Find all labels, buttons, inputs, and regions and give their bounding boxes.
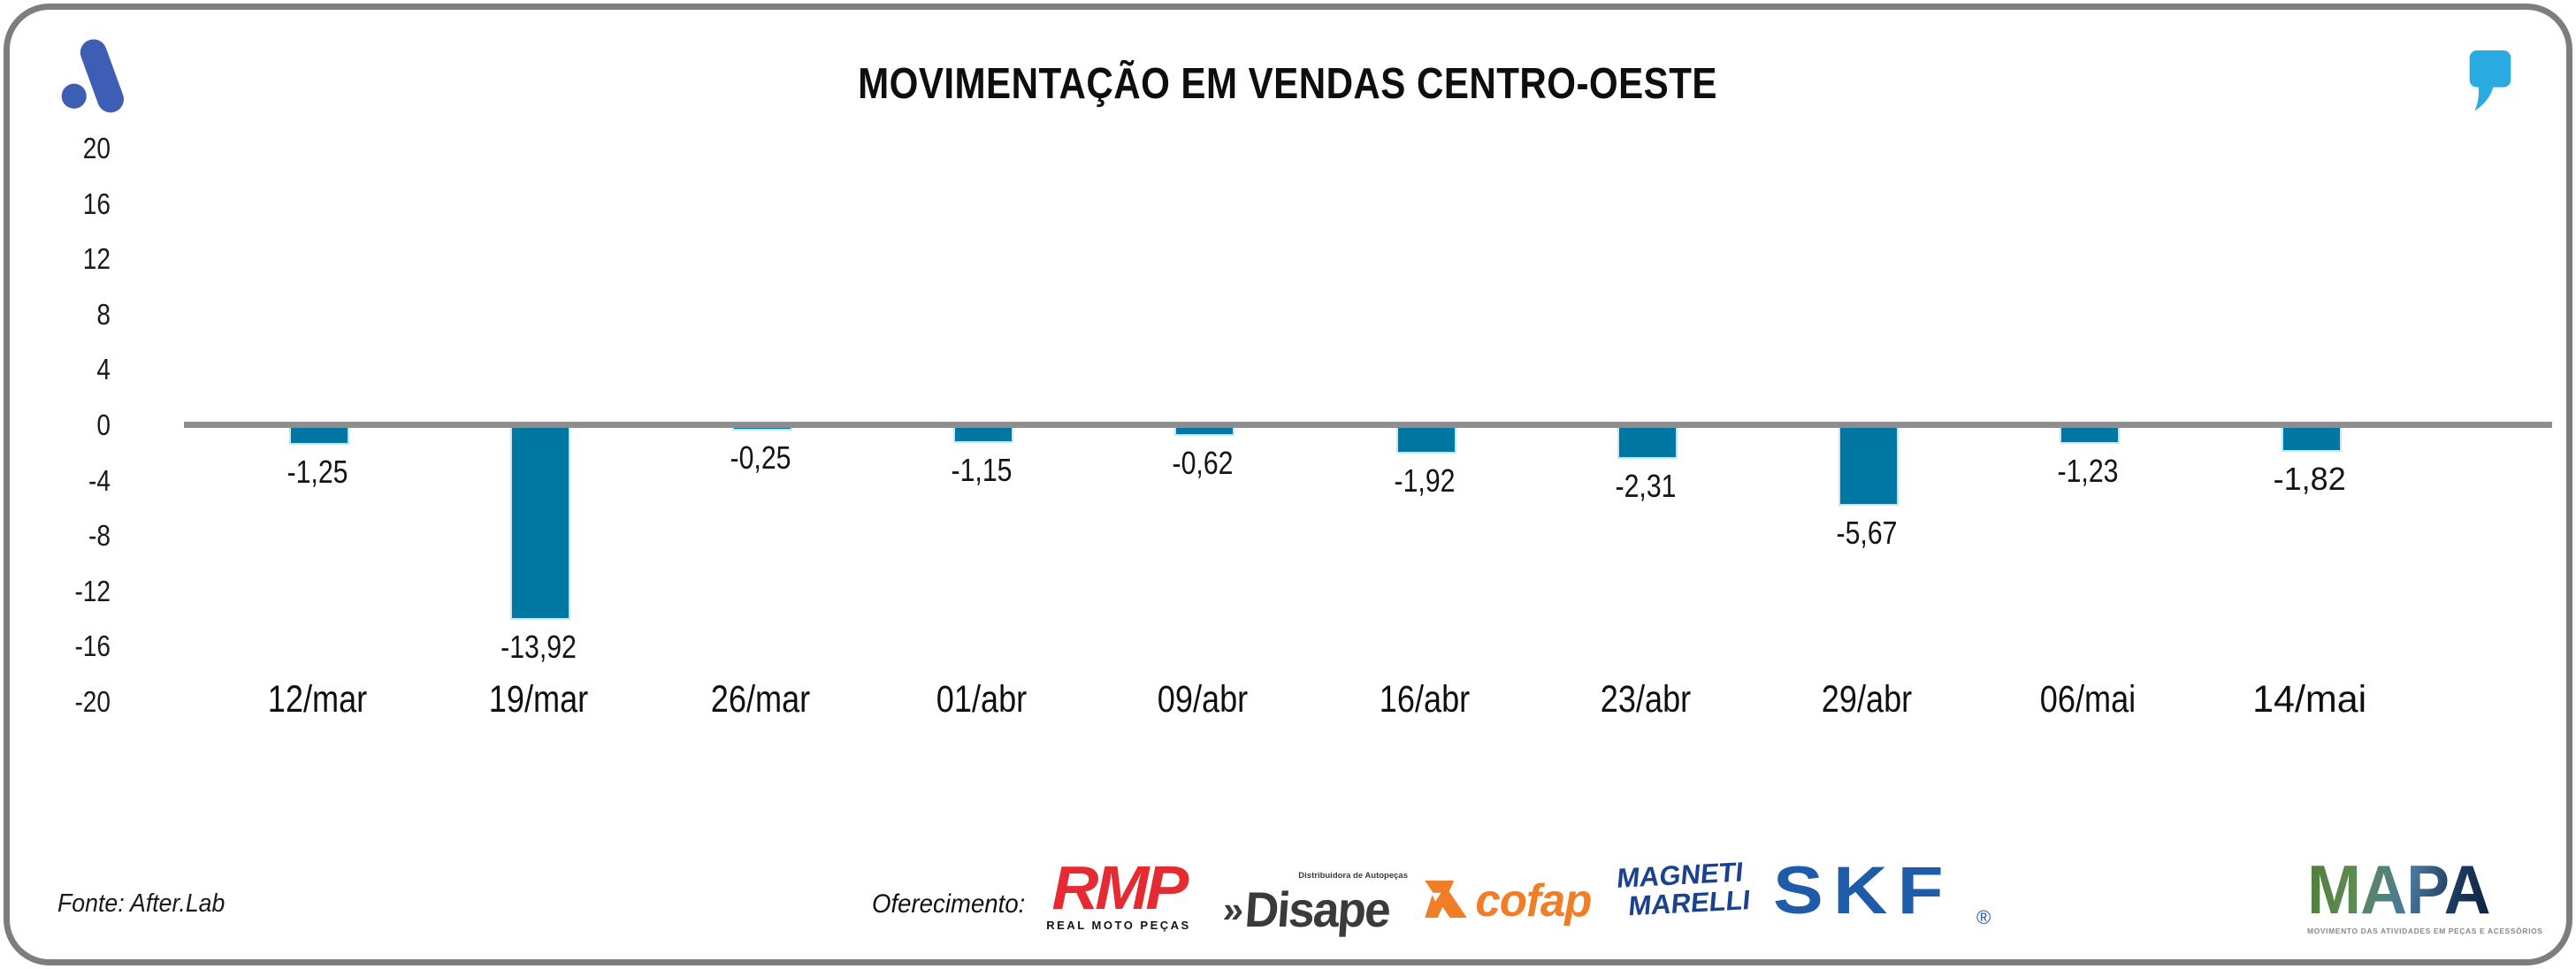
- bar-value-label: -1,15: [951, 451, 1013, 488]
- bar-value-label: -2,31: [1615, 468, 1677, 505]
- zero-axis-line: [184, 422, 2552, 428]
- bar-value-label: -0,25: [730, 439, 791, 476]
- bar-value-label: -5,67: [1836, 514, 1898, 551]
- rmp-wordmark: RMP: [1051, 853, 1189, 922]
- bar-value-label: -1,23: [2057, 453, 2119, 490]
- x-category-label: 06/mai: [2040, 678, 2136, 721]
- disape-logo: Distribuidora de Autopeças » Disape: [1221, 871, 1413, 938]
- cofap-logo: cofap: [1425, 875, 1593, 927]
- bar-value-label: -1,25: [287, 453, 348, 490]
- bar: [1838, 423, 1900, 506]
- y-tick-label: 4: [96, 353, 111, 386]
- x-category-label: 09/abr: [1157, 678, 1249, 721]
- x-category-label: 01/abr: [936, 678, 1028, 721]
- x-category-label: 14/mai: [2252, 678, 2367, 721]
- y-tick-label: -12: [74, 574, 111, 607]
- disape-chevrons-icon: »: [1221, 888, 1246, 930]
- bar-value-label: -0,62: [1172, 444, 1234, 481]
- chart-card: MOVIMENTAÇÃO EM VENDAS CENTRO-OESTE 20 16…: [4, 4, 2572, 965]
- y-tick-label: 20: [82, 132, 111, 164]
- skf-registered-mark: ®: [1976, 906, 1991, 928]
- mapa-wordmark: MAPA: [2307, 851, 2491, 928]
- source-note: Fonte: After.Lab: [57, 889, 225, 918]
- bar-value-label: -13,92: [501, 628, 577, 665]
- mapa-logo: MAPA MOVIMENTO DAS ATIVIDADES EM PEÇAS E…: [2307, 851, 2543, 935]
- quote-icon: [2468, 49, 2512, 114]
- x-category-label: 16/abr: [1379, 678, 1470, 721]
- bar-value-label: -1,82: [2273, 461, 2346, 498]
- skf-logo: SKF ®: [1773, 853, 1994, 929]
- x-category-label: 23/abr: [1600, 678, 1692, 721]
- y-tick-label: -20: [74, 685, 111, 718]
- cofap-x-arrows-icon: [1425, 880, 1467, 922]
- y-tick-label: -16: [74, 629, 111, 663]
- after-lab-logo-icon: [59, 36, 137, 114]
- magneti-marelli-logo: MAGNETI MARELLI: [1613, 856, 1754, 922]
- rmp-logo: RMP REAL MOTO PEÇAS: [1043, 853, 1195, 932]
- bar: [1617, 423, 1678, 460]
- bar: [510, 423, 571, 620]
- x-category-label: 12/mar: [267, 678, 368, 721]
- plot-area: -1,25 12/mar -13,92 19/mar -0,25 26/mar -1,15 0…: [184, 149, 2552, 767]
- y-tick-label: 16: [82, 187, 111, 220]
- x-category-label: 29/abr: [1821, 678, 1913, 721]
- y-tick-label: -8: [88, 519, 111, 553]
- x-category-label: 19/mar: [489, 678, 589, 721]
- y-tick-label: -4: [88, 463, 111, 497]
- sponsor-label: Oferecimento:: [872, 889, 1026, 919]
- y-tick-label: 0: [96, 408, 111, 441]
- bar-value-label: -1,92: [1394, 462, 1455, 500]
- skf-wordmark: SKF: [1773, 853, 1953, 928]
- disape-wordmark: Disape: [1243, 881, 1392, 937]
- chart-title: MOVIMENTAÇÃO EM VENDAS CENTRO-OESTE: [858, 60, 1718, 108]
- y-tick-label: 8: [96, 297, 111, 331]
- rmp-subtitle: REAL MOTO PEÇAS: [1046, 919, 1191, 932]
- mapa-subtitle: MOVIMENTO DAS ATIVIDADES EM PEÇAS E ACES…: [2307, 927, 2543, 935]
- cofap-wordmark: cofap: [1475, 875, 1592, 927]
- y-axis: 20 16 12 8 4 0 -4 -8 -12 -16 -20: [33, 132, 111, 767]
- disape-subtitle: Distribuidora de Autopeças: [1298, 871, 1408, 881]
- magneti-line2: MARELLI: [1627, 883, 1752, 922]
- x-category-label: 26/mar: [710, 678, 810, 721]
- y-tick-label: 12: [82, 242, 111, 276]
